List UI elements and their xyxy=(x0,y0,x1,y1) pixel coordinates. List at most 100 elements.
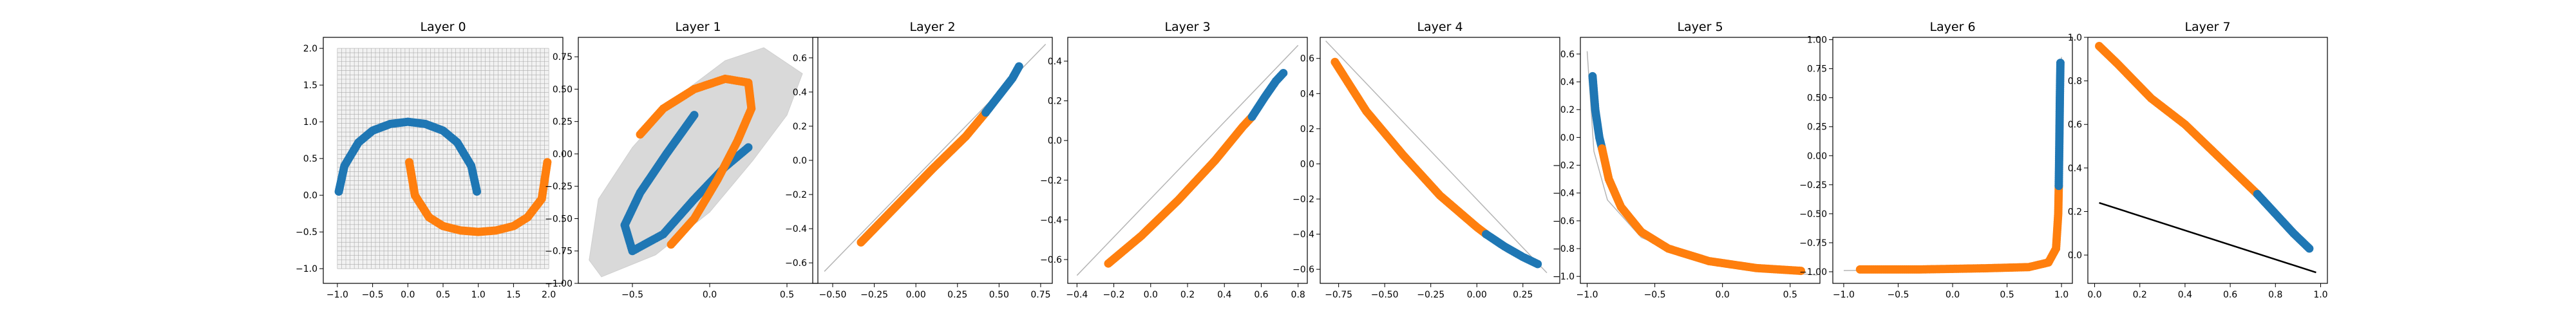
x-tick-label: 2.0 xyxy=(542,290,556,300)
y-tick-label: −0.50 xyxy=(545,214,573,224)
x-tick-label: 0.8 xyxy=(2268,290,2282,300)
series-orange xyxy=(404,158,552,236)
chart-title: Layer 7 xyxy=(2184,20,2230,34)
x-tick-label: 0.0 xyxy=(1716,290,1730,300)
x-tick-label: −0.5 xyxy=(1887,290,1909,300)
x-tick-label: 0.00 xyxy=(906,290,926,300)
x-tick-label: 0.2 xyxy=(2133,290,2147,300)
x-tick-label: 0.0 xyxy=(703,290,717,300)
chart-panel-4: Layer 4 −0.75 −0.50 −0.25 0.00 0.25 −0.6 −0.4 −0… xyxy=(1293,20,1560,300)
data-point xyxy=(473,187,482,196)
y-tick-label: 0.50 xyxy=(1807,93,1827,104)
y-tick-label: −0.50 xyxy=(1799,209,1827,220)
y-tick-label: 0.6 xyxy=(2068,120,2082,130)
y-tick-label: −0.6 xyxy=(1293,265,1314,275)
plot-frame xyxy=(1832,37,2073,284)
y-tick-label: −0.6 xyxy=(785,258,807,269)
x-tick-label: 0.4 xyxy=(1217,290,1231,300)
x-tick-label: 0.50 xyxy=(989,290,1009,300)
plot-frame xyxy=(578,37,819,284)
x-tick-label: −1.0 xyxy=(327,290,348,300)
y-tick-label: 0.2 xyxy=(1560,105,1575,115)
guide-line xyxy=(1586,51,1817,276)
series-orange xyxy=(1598,144,1806,276)
series-blue xyxy=(2054,59,2065,191)
x-tick-label: 0.0 xyxy=(2087,290,2101,300)
y-tick-label: 0.4 xyxy=(793,88,807,98)
x-tick-label: 0.8 xyxy=(1291,290,1305,300)
series-orange xyxy=(1855,182,2063,274)
y-tick-label: −1.00 xyxy=(545,279,573,289)
y-tick-label: 2.0 xyxy=(303,44,317,54)
y-tick-label: 0.0 xyxy=(2068,251,2082,261)
x-tick-label: 0.0 xyxy=(1946,290,1960,300)
guide-line xyxy=(1843,57,2062,271)
y-tick-label: 0.2 xyxy=(2068,207,2082,217)
y-tick-label: 0.25 xyxy=(553,117,573,128)
x-tick-label: 0.5 xyxy=(1783,290,1797,300)
y-tick-label: 0.4 xyxy=(1560,77,1575,88)
x-tick-label: −0.2 xyxy=(1103,290,1125,300)
data-point xyxy=(2056,59,2065,68)
chart-title: Layer 3 xyxy=(1164,20,1210,34)
data-point xyxy=(1533,260,1542,269)
y-tick-label: 0.00 xyxy=(1807,151,1827,162)
x-tick-label: 0.25 xyxy=(947,290,967,300)
series-blue xyxy=(1247,68,1288,121)
x-tick-label: 1.0 xyxy=(2313,290,2327,300)
x-tick-label: −0.25 xyxy=(1417,290,1444,300)
x-tick-label: 1.0 xyxy=(471,290,486,300)
chart-title: Layer 2 xyxy=(909,20,955,34)
data-point xyxy=(667,240,676,249)
y-tick-label: 0.0 xyxy=(1560,133,1575,143)
plot-frame xyxy=(1320,37,1560,284)
data-point xyxy=(1797,267,1806,276)
x-tick-label: 0.5 xyxy=(780,290,794,300)
y-tick-label: −0.4 xyxy=(1293,230,1314,240)
x-tick-label: 0.5 xyxy=(436,290,450,300)
x-tick-label: 0.5 xyxy=(2000,290,2014,300)
guide-line xyxy=(1076,44,1299,276)
x-tick-label: 0.4 xyxy=(2178,290,2192,300)
series-orange xyxy=(636,74,756,249)
x-tick-label: 0.6 xyxy=(1254,290,1268,300)
y-tick-label: 0.50 xyxy=(553,84,573,95)
x-tick-label: 0.2 xyxy=(1180,290,1195,300)
y-tick-label: 0.2 xyxy=(793,122,807,132)
y-tick-label: 0.75 xyxy=(553,52,573,62)
y-tick-label: 0.0 xyxy=(303,191,317,201)
data-point xyxy=(543,158,552,167)
chart-panel-1: Layer 1 −0.5 0.0 0.5 −1.00 −0.75 −0.50 −0.25 0.0… xyxy=(545,20,819,300)
y-tick-label: −0.4 xyxy=(1040,215,1062,225)
x-tick-label: −0.5 xyxy=(362,290,384,300)
y-tick-label: 0.6 xyxy=(1560,50,1575,60)
chart-panel-5: Layer 5 −1.0 −0.5 0.0 0.5 −1.0 −0.8 −0.6 −0.4 −0.… xyxy=(1553,20,1821,300)
x-tick-label: 1.0 xyxy=(2054,290,2069,300)
chart-panel-6: Layer 6 −1.0 −0.5 0.0 0.5 1.0 −1.00 −0.75 −0.50 −… xyxy=(1799,20,2073,300)
y-tick-label: 0.4 xyxy=(1300,89,1314,99)
chart-title: Layer 0 xyxy=(420,20,466,34)
x-tick-label: −0.5 xyxy=(621,290,643,300)
y-tick-label: 1.00 xyxy=(1807,35,1827,46)
y-tick-label: 0.75 xyxy=(1807,64,1827,75)
y-tick-label: −0.2 xyxy=(785,190,807,200)
y-tick-label: −0.6 xyxy=(1040,255,1062,265)
chart-title: Layer 4 xyxy=(1417,20,1463,34)
y-tick-label: 0.2 xyxy=(1300,124,1314,135)
series-blue xyxy=(1482,230,1542,269)
y-tick-label: −1.0 xyxy=(296,264,317,274)
guide-line xyxy=(1325,40,1548,274)
plot-frame xyxy=(2087,37,2328,284)
y-tick-label: −0.5 xyxy=(296,227,317,238)
data-point xyxy=(2305,244,2314,253)
x-tick-label: 0.75 xyxy=(1030,290,1050,300)
y-tick-label: 1.0 xyxy=(2068,33,2082,43)
y-tick-label: −0.4 xyxy=(785,224,807,234)
y-tick-label: 0.0 xyxy=(793,156,807,166)
series-blue xyxy=(2253,189,2314,253)
x-tick-label: −0.4 xyxy=(1066,290,1088,300)
x-tick-label: −1.0 xyxy=(1833,290,1855,300)
data-point xyxy=(1279,68,1288,77)
plot-frame xyxy=(1580,37,1821,284)
